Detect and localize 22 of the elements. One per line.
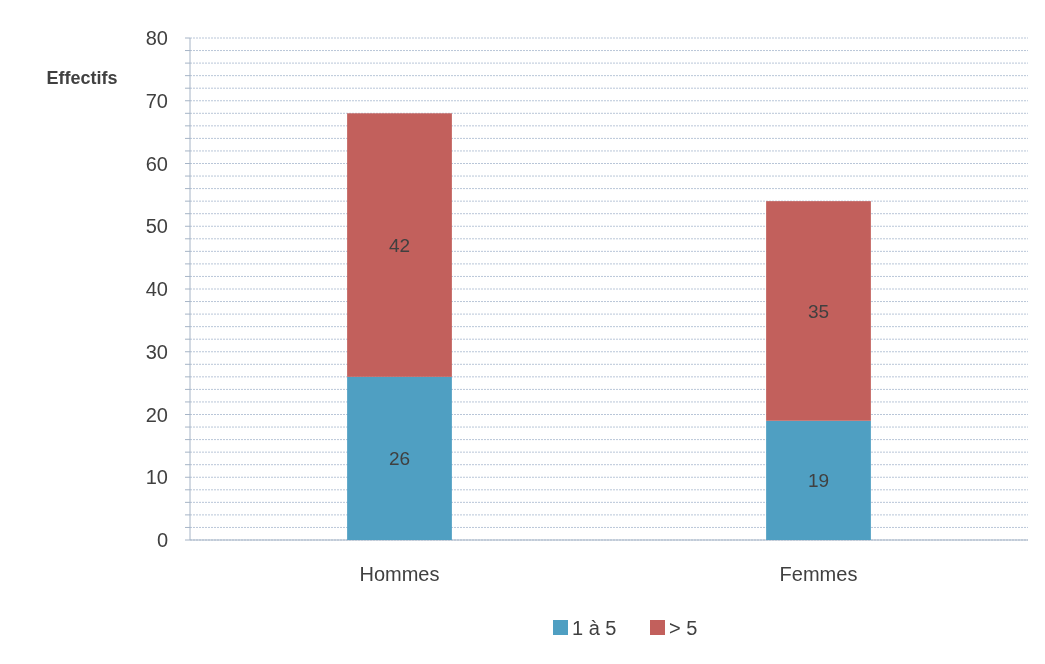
y-tick-label: 30 (145, 340, 168, 363)
legend-label: 1 à 5 (572, 617, 617, 639)
bar (766, 201, 871, 421)
y-axis-title: Effectifs (46, 68, 118, 89)
data-label: 19 (807, 470, 830, 492)
y-tick-label: 20 (145, 403, 168, 426)
x-tick-label: Hommes (359, 563, 440, 585)
data-label: 42 (388, 234, 411, 256)
y-tick-label: 80 (145, 27, 168, 49)
y-tick-label: 60 (145, 152, 168, 175)
y-tick-label: 10 (145, 466, 168, 489)
y-tick-label: 0 (156, 529, 168, 551)
y-tick-label: 50 (145, 215, 168, 238)
bar (347, 113, 452, 377)
bar (766, 420, 871, 540)
data-label: 26 (388, 448, 411, 470)
legend-label: > 5 (669, 617, 698, 639)
data-label: 35 (807, 300, 830, 322)
y-tick-label: 40 (145, 278, 168, 300)
x-tick-label: Femmes (779, 563, 858, 585)
bar (347, 376, 452, 540)
y-tick-label: 70 (145, 89, 168, 112)
